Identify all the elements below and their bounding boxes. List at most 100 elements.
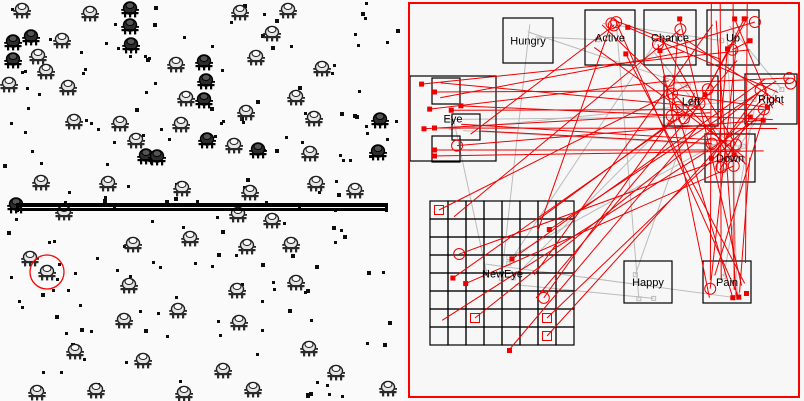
food-particle [337,193,341,197]
food-particle [271,46,275,50]
network-canvas[interactable]: Hungry Active Chance Up Eye Left Right Down NewE… [410,4,798,396]
synapse-source-dot [419,81,425,87]
synapse-source-dot [450,275,456,281]
network-node-label-pain: Pain [716,277,738,289]
food-particle [388,321,392,325]
synapse-source-dot [764,104,770,110]
neweye-grid-cell[interactable] [483,326,503,346]
neweye-grid-cell[interactable] [429,290,449,310]
inhibitory-synapse-marker [510,275,516,281]
node-shape-layer[interactable] [410,9,798,346]
neweye-grid-cell[interactable] [501,218,521,238]
food-particle [304,291,307,294]
selection-ring[interactable] [29,254,65,290]
network-node-hungry[interactable] [502,17,554,64]
food-particle [179,380,182,383]
neweye-grid-cell[interactable] [447,218,467,238]
food-particle [146,58,150,62]
synapse-source-dot [731,152,737,158]
network-node-label-right: Right [758,94,784,106]
food-particle [154,6,158,10]
neweye-grid-cell[interactable] [483,308,503,328]
network-node-chance[interactable] [643,9,697,66]
food-particle-layer [3,2,400,398]
inhibitory-connection [508,141,721,259]
network-node-label-eye: Eye [444,114,463,126]
ground-bar [16,203,388,212]
food-particle [159,266,162,269]
network-node-active[interactable] [584,9,636,66]
food-particle [310,319,313,322]
neweye-grid-cell[interactable] [447,326,467,346]
neweye-grid-cell[interactable] [429,326,449,346]
neweye-grid-cell[interactable] [483,218,503,238]
neweye-grid-cell[interactable] [555,308,575,328]
food-particle [27,107,30,110]
neweye-grid-cell[interactable] [519,200,539,220]
excitatory-connection [481,130,712,145]
inhibitory-connection [500,24,531,279]
selected-creature-ring[interactable] [29,254,65,290]
synapse-source-dot [625,24,631,30]
synapse-source-dot [507,348,512,353]
food-particle [24,131,27,134]
neweye-grid-cell[interactable] [483,290,503,310]
neweye-grid-cell[interactable] [501,200,521,220]
food-particle [382,271,385,274]
synapse-source-dot [463,281,469,287]
synapse-source-dot [623,51,629,57]
neweye-grid-cell[interactable] [519,326,539,346]
food-particle [21,71,24,74]
inhibitory-connection [512,97,693,279]
neweye-grid-cell[interactable] [465,218,485,238]
food-particle [341,395,344,398]
food-particle [243,4,247,8]
neweye-grid-cell[interactable] [465,326,485,346]
food-particle [261,300,264,303]
neweye-grid-cell[interactable] [429,218,449,238]
food-particle [38,93,41,96]
food-particle [306,289,310,293]
neweye-grid-cell[interactable] [465,290,485,310]
neweye-grid-cell[interactable] [483,200,503,220]
synapse-source-dot [747,38,753,44]
food-particle [7,231,11,235]
excitatory-connection [421,49,750,85]
food-particle [65,332,68,335]
neweye-grid-cell[interactable] [465,200,485,220]
synapse-weight-node [783,72,796,85]
food-particle [113,141,116,144]
excitatory-connection [709,45,737,289]
network-node-happy[interactable] [623,260,673,304]
synapse-weight-node [715,161,728,174]
inhibitory-synapse-marker [719,38,725,44]
food-particle [339,154,342,157]
food-particle [80,51,83,54]
food-particle [154,82,157,85]
synapse-source-dot [421,126,427,132]
neweye-grid-cell[interactable] [501,308,521,328]
neweye-grid-cell[interactable] [447,308,467,328]
neweye-grid-cell[interactable] [501,326,521,346]
simulation-canvas[interactable] [0,0,404,401]
neweye-grid-cell[interactable] [429,236,449,256]
food-particle [60,371,63,374]
neweye-grid-cell[interactable] [519,290,539,310]
food-particle [354,33,357,36]
network-node-right[interactable] [744,73,798,125]
neweye-grid-cell[interactable] [519,308,539,328]
synapse-weight-node [665,109,678,122]
food-particle [182,226,185,229]
network-panel[interactable]: Hungry Active Chance Up Eye Left Right Down NewE… [404,0,804,401]
network-node-eye[interactable] [410,75,497,162]
neweye-grid-cell[interactable] [501,290,521,310]
food-particle [340,112,344,116]
synapse-weight-node [678,112,691,125]
food-particle [386,41,389,44]
simulation-panel[interactable] [0,0,404,401]
network-node-pain[interactable] [702,260,752,304]
neweye-grid-cell[interactable] [555,326,575,346]
neweye-grid-cell[interactable] [519,218,539,238]
neweye-grid-cell[interactable] [429,254,449,274]
neweye-grid-cell[interactable] [429,272,449,292]
